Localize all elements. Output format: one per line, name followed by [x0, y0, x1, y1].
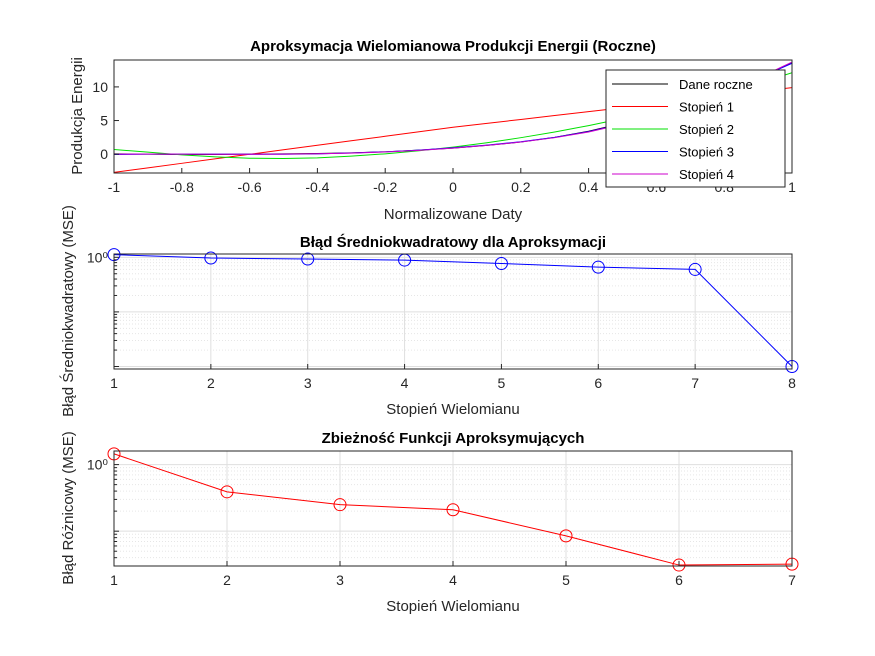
- data-point: [204, 251, 218, 265]
- x-tick-label: -0.6: [238, 179, 262, 195]
- x-tick-label: 7: [788, 572, 796, 588]
- legend-label: Stopień 3: [679, 145, 734, 160]
- x-tick-label: -0.2: [373, 179, 397, 195]
- x-tick-label: 4: [401, 375, 409, 391]
- plot-2-xlabel: Stopień Wielomianu: [386, 401, 519, 418]
- legend-label: Stopień 1: [679, 100, 734, 115]
- data-point: [220, 485, 234, 499]
- data-point: [494, 257, 508, 271]
- plot-1-ylabel: Produkcja Energii: [69, 57, 86, 175]
- data-point: [591, 260, 605, 274]
- x-tick-label: 6: [675, 572, 683, 588]
- plot-1-title: Aproksymacja Wielomianowa Produkcji Ener…: [250, 38, 656, 55]
- y-tick-label: 0: [100, 146, 108, 162]
- x-tick-label: 0.2: [511, 179, 531, 195]
- y-tick-label: 10⁰: [87, 457, 109, 473]
- x-tick-label: 5: [562, 572, 570, 588]
- legend-label: Stopień 2: [679, 122, 734, 137]
- x-tick-label: 0.4: [579, 179, 599, 195]
- plot-3-title: Zbieżność Funkcji Aproksymujących: [322, 430, 585, 447]
- x-tick-label: -0.8: [170, 179, 194, 195]
- x-tick-label: 1: [110, 572, 118, 588]
- x-tick-label: 3: [304, 375, 312, 391]
- plot-1-xlabel: Normalizowane Daty: [384, 206, 523, 223]
- data-point: [672, 558, 686, 572]
- plot-2-title: Błąd Średniokwadratowy dla Aproksymacji: [300, 233, 606, 251]
- plot-3-xlabel: Stopień Wielomianu: [386, 598, 519, 615]
- x-tick-label: 1: [788, 179, 796, 195]
- x-tick-label: 6: [594, 375, 602, 391]
- x-tick-label: 2: [207, 375, 215, 391]
- x-tick-label: -0.4: [305, 179, 329, 195]
- x-tick-label: 3: [336, 572, 344, 588]
- data-point: [559, 529, 573, 543]
- x-tick-label: 4: [449, 572, 457, 588]
- plot-convergence: 1 2 3 4 5 6 7 10⁰ Zbieżność Funkcji Aproksymują…: [60, 430, 799, 615]
- series-line-1: [114, 254, 792, 367]
- plot-energy-approximation: -1-0.8-0.6-0.4-0.200.20.40.60.810510 Apr…: [69, 38, 796, 223]
- x-tick-label: 8: [788, 375, 796, 391]
- x-tick-label: 7: [691, 375, 699, 391]
- legend-label: Dane roczne: [679, 77, 753, 92]
- data-point: [333, 498, 347, 512]
- x-tick-label: -1: [108, 179, 121, 195]
- legend-label: Stopień 4: [679, 167, 734, 182]
- data-point: [688, 262, 702, 276]
- y-tick-label: 10⁰: [87, 249, 109, 265]
- data-point: [446, 503, 460, 517]
- y-tick-label: 5: [100, 113, 108, 129]
- data-point: [301, 252, 315, 266]
- legend: Dane roczne Stopień 1 Stopień 2 Stopień 3 St…: [605, 69, 786, 188]
- plot-2-ylabel: Błąd Średniokwadratowy (MSE): [59, 205, 77, 417]
- x-tick-label: 1: [110, 375, 118, 391]
- x-tick-label: 5: [498, 375, 506, 391]
- x-tick-label: 2: [223, 572, 231, 588]
- x-tick-label: 0: [449, 179, 457, 195]
- y-tick-label: 10: [92, 79, 108, 95]
- plot-3-ylabel: Błąd Różnicowy (MSE): [60, 431, 77, 584]
- plot-mse: 1 2 3 4 5 6 7 8 10⁰ Błąd Średniokwadratowy dla A…: [59, 205, 799, 418]
